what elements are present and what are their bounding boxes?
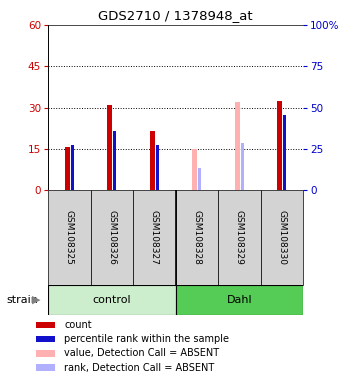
Bar xyxy=(114,131,116,190)
Bar xyxy=(283,115,286,190)
Bar xyxy=(35,321,55,328)
Bar xyxy=(35,336,55,342)
Text: ▶: ▶ xyxy=(32,295,41,305)
Text: GSM108329: GSM108329 xyxy=(235,210,244,265)
Bar xyxy=(192,149,197,190)
Bar xyxy=(277,101,282,190)
Bar xyxy=(198,168,201,190)
Bar xyxy=(107,105,112,190)
Bar xyxy=(235,102,240,190)
Text: GSM108327: GSM108327 xyxy=(150,210,159,265)
Bar xyxy=(176,285,303,315)
Text: control: control xyxy=(92,295,131,305)
Text: count: count xyxy=(64,320,92,330)
Bar xyxy=(48,190,90,285)
Text: GSM108328: GSM108328 xyxy=(192,210,201,265)
Bar xyxy=(261,190,303,285)
Text: percentile rank within the sample: percentile rank within the sample xyxy=(64,334,229,344)
Bar xyxy=(150,131,155,190)
Bar xyxy=(133,190,176,285)
Bar xyxy=(90,190,133,285)
Text: value, Detection Call = ABSENT: value, Detection Call = ABSENT xyxy=(64,348,220,358)
Text: GSM108325: GSM108325 xyxy=(65,210,74,265)
Text: rank, Detection Call = ABSENT: rank, Detection Call = ABSENT xyxy=(64,362,214,372)
Bar xyxy=(35,350,55,357)
Text: GSM108330: GSM108330 xyxy=(277,210,286,265)
Bar xyxy=(48,285,176,315)
Bar xyxy=(156,145,159,190)
Text: GSM108326: GSM108326 xyxy=(107,210,116,265)
Text: strain: strain xyxy=(7,295,39,305)
Bar xyxy=(241,143,243,190)
Bar xyxy=(71,145,74,190)
Title: GDS2710 / 1378948_at: GDS2710 / 1378948_at xyxy=(98,10,253,22)
Bar xyxy=(35,364,55,371)
Bar xyxy=(64,147,70,190)
Bar xyxy=(176,190,218,285)
Bar xyxy=(218,190,261,285)
Text: Dahl: Dahl xyxy=(226,295,252,305)
